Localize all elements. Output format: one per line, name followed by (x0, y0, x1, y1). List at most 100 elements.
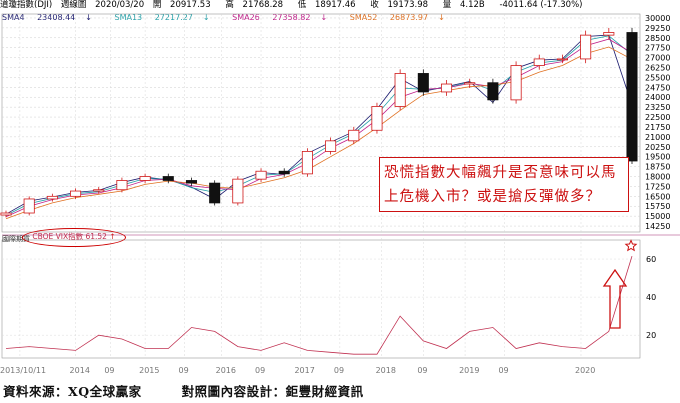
candle-body (232, 178, 244, 204)
up-arrow-icon: ↑ (109, 232, 116, 241)
candle-body (162, 176, 174, 181)
grid (1, 13, 680, 359)
y-tick-label: 18000 (645, 173, 670, 182)
y-tick-label: 24000 (645, 93, 670, 102)
annotation-callout: 恐慌指數大幅飆升是否意味可以馬 上危機入市？或是搶反彈做多？ (379, 157, 629, 212)
vix-value: 61.52 (85, 232, 107, 241)
y-tick-label: 24750 (645, 83, 670, 92)
sma-line-sma26 (5, 38, 633, 218)
y-tick-label: 29250 (645, 24, 670, 33)
sma-line-sma4 (5, 34, 633, 215)
candle-body (185, 180, 198, 184)
y-tick-label: 18750 (645, 163, 670, 172)
close-field: 收 19173.98 (370, 0, 434, 10)
y-tick-label: 25500 (645, 73, 670, 82)
candle-body (209, 182, 221, 204)
x-tick-label: 09 (104, 366, 114, 375)
change-value: -4011.64 (-17.30%) (499, 0, 583, 10)
x-tick-label: 2015 (139, 366, 159, 375)
candle-body (417, 73, 429, 93)
vix-y-axis: 20 40 60 (646, 255, 656, 340)
y-tick-label: 23250 (645, 103, 670, 112)
footer-source: 資料來源：XQ全球贏家 (3, 384, 142, 399)
close-value: 19173.98 (387, 0, 429, 10)
y-tick-label: 22500 (645, 113, 670, 122)
candle-body (626, 32, 638, 162)
candle-body (510, 65, 522, 101)
candle-body (0, 212, 12, 216)
sma-line-sma13 (5, 35, 633, 216)
candle-body (93, 189, 105, 192)
y-tick-label: 28500 (645, 34, 670, 43)
low-field: 低 18917.46 (298, 0, 362, 10)
star-icon (624, 239, 638, 252)
candle-body (139, 176, 151, 181)
callout-line-1: 恐慌指數大幅飆升是否意味可以馬 (384, 165, 617, 181)
vix-tick-label: 40 (646, 293, 656, 302)
candle-body (464, 82, 476, 85)
candle-body (371, 106, 383, 131)
legend-sma4: SMA4 23408.44 ↓ (2, 13, 92, 22)
x-axis-labels: 2013/10/11 2014 09 2015 09 2016 09 2017 09 2018 09… (0, 366, 595, 375)
candle-body (487, 82, 499, 101)
arrow-up-annotation (602, 268, 628, 329)
y-tick-label: 27750 (645, 44, 670, 53)
candle-body (394, 73, 406, 107)
y-tick-label: 30000 (645, 14, 670, 23)
x-tick-label: 09 (417, 366, 427, 375)
sub-panel-title: 國際期貨 (2, 235, 30, 243)
x-tick-label: 2013/10/11 (0, 366, 46, 375)
footer-design: 對照圖內容設計：鉅豐財經資訊 (181, 384, 364, 399)
high-label: 高 (225, 0, 234, 10)
down-arrow-icon: ↓ (438, 13, 445, 22)
close-label: 收 (370, 0, 379, 10)
candle-body (556, 58, 568, 61)
vix-line (5, 255, 633, 355)
x-tick-label: 09 (498, 366, 508, 375)
x-tick-label: 09 (255, 366, 265, 375)
quote-date: 2020/03/20 (95, 0, 145, 10)
price-panel-frame (1, 13, 641, 233)
vix-tick-label: 60 (646, 255, 656, 264)
candle-body (580, 34, 592, 60)
vix-label: CBOE VIX指數 (32, 232, 84, 241)
legend-sma13: SMA13 27217.27 ↓ (114, 13, 210, 22)
y-tick-label: 20250 (645, 143, 670, 152)
y-tick-label: 15000 (645, 212, 670, 221)
low-label: 低 (297, 0, 307, 10)
candle-body (325, 140, 337, 152)
candle-body (301, 151, 313, 175)
vix-tick-label: 20 (646, 331, 656, 340)
x-tick-label: 2014 (70, 366, 90, 375)
y-tick-label: 27000 (645, 54, 670, 63)
candle-body (278, 170, 290, 175)
candle-body (440, 83, 453, 93)
candle-body (348, 129, 360, 142)
down-arrow-icon: ↓ (202, 13, 210, 22)
y-tick-label: 17250 (645, 182, 670, 191)
x-tick-label: 2016 (216, 366, 236, 375)
instrument-name: 道瓊指數(DJI) (0, 0, 53, 10)
low-value: 18917.46 (315, 0, 356, 10)
y-tick-label: 19500 (645, 153, 670, 162)
x-tick-label: 2020 (575, 366, 595, 375)
y-tick-label: 15750 (645, 202, 670, 211)
candle-body (533, 58, 545, 66)
volume-label: 量 (442, 0, 452, 10)
legend-sma52: SMA52 26873.97 ↓ (349, 13, 445, 22)
candle-body (603, 32, 615, 36)
x-tick-label: 2019 (459, 366, 479, 375)
callout-line-2: 上危機入市？或是搶反彈做多？ (384, 189, 601, 205)
sma-legend: SMA4 23408.44 ↓ SMA13 27217.27 ↓ SMA26 273… (2, 12, 465, 23)
candle-body (255, 170, 267, 180)
down-arrow-icon: ↓ (320, 13, 328, 22)
candle-body (70, 190, 82, 197)
footer-credits: 資料來源：XQ全球贏家 對照圖內容設計：鉅豐財經資訊 (3, 381, 364, 400)
vix-panel-frame (1, 239, 641, 359)
down-arrow-icon: ↓ (85, 13, 92, 22)
candle-body (23, 198, 35, 214)
sma-line-sma52 (5, 46, 633, 220)
y-tick-label: 26250 (645, 64, 670, 73)
volume-field: 量 4.12B (443, 0, 491, 10)
